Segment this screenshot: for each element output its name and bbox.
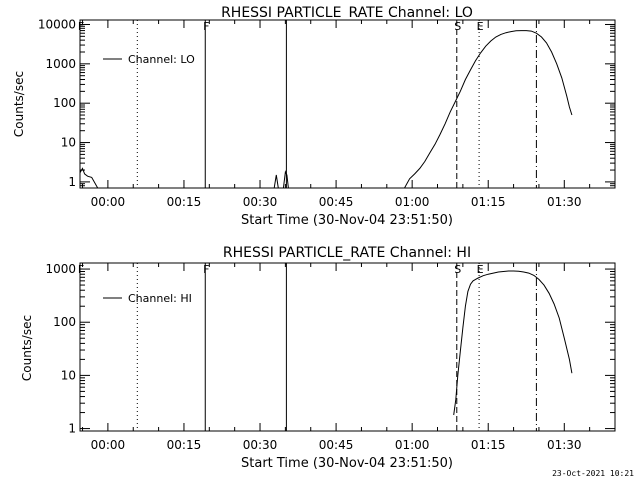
plot-lo-ylabel: Counts/sec bbox=[12, 71, 26, 137]
hi-xtick-label: 01:30 bbox=[547, 438, 582, 452]
plot-hi-ylabel: Counts/sec bbox=[20, 315, 34, 381]
plot-lo-title: RHESSI PARTICLE_RATE Channel: LO bbox=[221, 5, 473, 21]
hi-ytick-label: 100 bbox=[53, 315, 76, 329]
hi-series-line bbox=[453, 270, 573, 416]
plot-lo-frame bbox=[79, 19, 616, 189]
hi-xtick-label: 01:00 bbox=[395, 438, 430, 452]
lo-annotation-label: S bbox=[454, 20, 461, 33]
lo-xtick-label: 01:15 bbox=[471, 195, 506, 209]
hi-xtick-label: 01:15 bbox=[471, 438, 506, 452]
hi-xtick-label: 00:15 bbox=[167, 438, 202, 452]
plot-lo: RHESSI PARTICLE_RATE Channel: LO Counts/… bbox=[12, 5, 616, 228]
hi-ytick-label: 1000 bbox=[45, 262, 76, 276]
hi-ytick-label: 10 bbox=[61, 368, 76, 382]
plot-hi-xlabel: Start Time (30-Nov-04 23:51:50) bbox=[241, 456, 453, 471]
plot-hi-title: RHESSI PARTICLE_RATE Channel: HI bbox=[223, 245, 471, 261]
plot-lo-ticks: 00:00 00:15 00:30 00:45 01:00 01:15 01:30 1 10 10… bbox=[38, 17, 616, 209]
hi-ytick-label: 1 bbox=[68, 422, 76, 436]
lo-annotation-label: F bbox=[203, 20, 209, 33]
hi-xtick-label: 00:45 bbox=[319, 438, 354, 452]
lo-xtick-label: 00:45 bbox=[319, 195, 354, 209]
plot-hi-ticks: 00:00 00:15 00:30 00:45 01:00 01:15 01:30 1 10 10… bbox=[45, 262, 616, 452]
lo-xtick-label: 01:00 bbox=[395, 195, 430, 209]
lo-xtick-label: 00:15 bbox=[167, 195, 202, 209]
lo-ytick-label: 10000 bbox=[38, 17, 76, 31]
lo-xtick-label: 00:00 bbox=[91, 195, 126, 209]
hi-annotation-label: S bbox=[454, 263, 461, 276]
hi-annotation-label: F bbox=[203, 263, 209, 276]
plot-lo-series bbox=[79, 30, 573, 189]
hi-annotation-label: F bbox=[78, 263, 84, 276]
plot-lo-legend-label: Channel: LO bbox=[128, 53, 195, 66]
lo-series-line bbox=[79, 30, 573, 189]
plot-hi-series bbox=[453, 270, 573, 416]
hi-annotation-label: E bbox=[477, 263, 484, 276]
lo-ytick-label: 1000 bbox=[45, 57, 76, 71]
plot-hi: RHESSI PARTICLE_RATE Channel: HI Counts/… bbox=[20, 245, 616, 471]
lo-ytick-label: 10 bbox=[61, 136, 76, 150]
lo-xtick-label: 00:30 bbox=[243, 195, 278, 209]
hi-xtick-label: 00:00 bbox=[91, 438, 126, 452]
plot-hi-legend-label: Channel: HI bbox=[128, 292, 192, 305]
lo-annotation-label: E bbox=[477, 20, 484, 33]
lo-ytick-label: 100 bbox=[53, 96, 76, 110]
print-timestamp: 23-Oct-2021 10:21 bbox=[552, 469, 634, 478]
plot-hi-frame bbox=[79, 262, 616, 432]
lo-xtick-label: 01:30 bbox=[547, 195, 582, 209]
hi-xtick-label: 00:30 bbox=[243, 438, 278, 452]
lo-annotation-label: F bbox=[78, 20, 84, 33]
plot-lo-xlabel: Start Time (30-Nov-04 23:51:50) bbox=[241, 213, 453, 228]
lo-ytick-label: 1 bbox=[68, 175, 76, 189]
